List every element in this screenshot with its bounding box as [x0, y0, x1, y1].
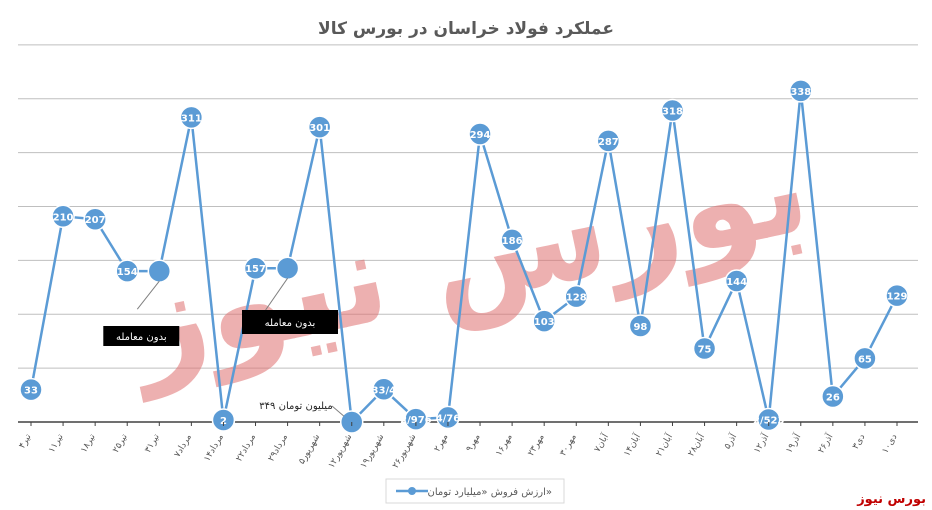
data-point	[436, 405, 460, 430]
data-label: 128	[566, 293, 587, 304]
data-point	[275, 256, 300, 280]
data-label: 4/76	[436, 413, 461, 424]
data-label: 186	[502, 236, 523, 247]
data-label: 294	[470, 130, 491, 141]
data-label: 311	[181, 113, 202, 124]
data-label: 154	[117, 267, 138, 278]
data-point	[211, 408, 236, 432]
annotation-leader	[136, 280, 160, 310]
data-label: 75	[698, 345, 712, 356]
data-point	[500, 228, 524, 252]
data-label: 98	[633, 322, 647, 333]
data-point	[179, 105, 204, 130]
annotation-callout-box	[242, 310, 338, 334]
data-label: 318	[662, 107, 683, 118]
data-label: 210	[53, 212, 74, 223]
data-point	[660, 98, 685, 123]
annotations: بدون معامله بدون معامله ۳۴۹ میلیون تومان	[103, 277, 345, 417]
annotation-callout-box	[103, 326, 180, 346]
data-point	[692, 336, 717, 361]
data-point	[756, 407, 781, 432]
chart-title: عملکرد فولاد خراسان در بورس کالا	[318, 19, 614, 39]
annotation-leader	[331, 405, 345, 417]
data-point	[532, 309, 556, 333]
data-point	[147, 259, 172, 283]
data-label: 26	[826, 393, 840, 404]
data-label: 2/976	[400, 415, 432, 426]
data-label: 287	[598, 137, 619, 148]
data-point	[307, 115, 332, 139]
data-point	[596, 129, 621, 153]
data-point	[853, 346, 877, 371]
data-point	[789, 79, 813, 103]
data-label: 301	[309, 123, 330, 134]
data-label: 103	[534, 317, 555, 328]
series-line	[29, 89, 899, 424]
data-label: 144	[726, 277, 747, 288]
data-label: 207	[85, 215, 106, 226]
data-point	[628, 314, 653, 338]
legend-series-label: ارزش فروش «میلیارد تومان»	[428, 487, 552, 498]
data-label: 338	[790, 87, 811, 98]
data-point	[19, 377, 43, 402]
data-label: 2	[220, 416, 227, 427]
data-point	[51, 204, 75, 229]
data-point	[468, 122, 492, 146]
annotation-text: بدون معامله	[116, 332, 167, 343]
legend-marker-swatch	[408, 487, 416, 495]
data-label: 157	[245, 264, 266, 275]
data-label: 2/523	[753, 416, 785, 427]
data-point	[885, 283, 909, 308]
data-point	[372, 377, 396, 402]
annotation-text: بدون معامله	[265, 318, 316, 329]
annotation-text: ۳۴۹ میلیون تومان	[259, 401, 332, 412]
data-point	[404, 407, 428, 431]
data-point	[821, 384, 845, 409]
data-point	[564, 284, 589, 309]
data-point	[83, 207, 107, 231]
data-label: 65	[858, 354, 872, 365]
data-label: 33/4	[372, 385, 397, 396]
brand-logo-text: بورس نیوز	[856, 492, 926, 507]
data-label: 129	[887, 292, 908, 303]
annotation-leader	[265, 277, 289, 311]
series-layer: 33 210 207 154 311 2 157 301 33/4 2/976 4/76 294 186…	[19, 79, 909, 434]
legend: ارزش فروش «میلیارد تومان»	[385, 478, 565, 504]
data-point	[724, 269, 749, 293]
data-point	[243, 256, 268, 280]
data-label: 33	[24, 386, 38, 397]
data-point	[115, 259, 139, 283]
